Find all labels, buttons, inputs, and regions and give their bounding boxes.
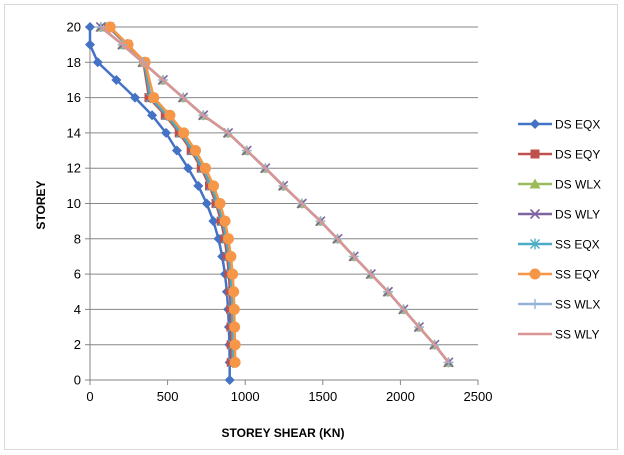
series-line: [100, 26, 450, 364]
data-point: [199, 162, 211, 174]
series-line: [107, 26, 233, 363]
series-ss-wlx: [95, 22, 454, 368]
data-point: [92, 57, 103, 68]
data-point: [85, 39, 95, 50]
legend-label: SS EQY: [555, 268, 600, 282]
legend-item: DS WLX: [518, 178, 601, 192]
series-ds-wlx: [95, 21, 455, 367]
data-point: [228, 303, 240, 315]
y-tick-label: 16: [67, 90, 81, 105]
legend-marker: [530, 149, 540, 159]
legend-label: DS EQY: [555, 148, 600, 162]
data-point: [224, 375, 235, 385]
x-tick-label: 1000: [231, 389, 260, 404]
data-point: [227, 268, 239, 280]
series-ss-wly: [100, 26, 450, 364]
y-tick-label: 20: [67, 20, 81, 35]
data-point: [219, 215, 231, 227]
legend-marker: [530, 119, 540, 129]
data-point: [228, 286, 240, 298]
data-point: [229, 356, 241, 368]
legend: DS EQX DS EQY DS WLX DS WLY SS EQX SS EQY SS W…: [518, 118, 601, 342]
y-tick-label: 0: [74, 373, 81, 388]
data-point: [111, 74, 122, 85]
x-tick-label: 500: [157, 389, 179, 404]
data-point: [95, 22, 106, 32]
series-line: [100, 26, 450, 364]
legend-marker: [529, 268, 541, 280]
series-line: [109, 26, 237, 363]
chart-frame: [4, 4, 618, 450]
data-point: [171, 145, 182, 156]
series-line: [100, 26, 450, 364]
x-tick-label: 0: [86, 389, 93, 404]
series-ds-wly: [95, 21, 454, 368]
legend-label: SS WLY: [555, 328, 599, 342]
legend-item: SS EQX: [518, 238, 600, 252]
legend-label: SS WLX: [555, 298, 600, 312]
legend-marker: [529, 208, 541, 220]
data-point: [229, 321, 241, 333]
data-point: [183, 163, 194, 174]
legend-label: DS WLX: [555, 178, 601, 192]
data-point: [164, 109, 176, 121]
data-point: [147, 110, 158, 121]
data-point: [214, 198, 226, 209]
data-point: [148, 92, 160, 104]
series-ss-eqy: [104, 21, 241, 368]
data-point: [208, 216, 219, 227]
legend-item: SS EQY: [518, 268, 600, 282]
data-point: [190, 145, 202, 157]
legend-marker: [529, 178, 541, 189]
series-layer: [85, 21, 455, 385]
data-point: [193, 180, 204, 191]
data-point: [178, 127, 190, 139]
data-point: [104, 21, 116, 33]
legend-item: SS WLY: [518, 328, 599, 342]
data-point: [222, 233, 234, 245]
y-tick-label: 8: [74, 231, 81, 246]
y-tick-label: 4: [74, 302, 81, 317]
gridlines: [90, 26, 478, 346]
y-tick-label: 18: [67, 55, 81, 70]
data-point: [85, 22, 95, 32]
y-tick-label: 10: [67, 196, 81, 211]
data-point: [225, 250, 237, 262]
y-tick-label: 12: [67, 161, 81, 176]
x-axis-title: STOREY SHEAR (KN): [222, 426, 345, 440]
legend-label: DS WLY: [555, 208, 600, 222]
legend-item: DS WLY: [518, 208, 600, 222]
data-point: [201, 198, 212, 209]
y-tick-label: 14: [67, 125, 81, 140]
legend-label: SS EQX: [555, 238, 600, 252]
series-line: [108, 26, 235, 363]
legend-label: DS EQX: [555, 118, 600, 132]
x-tick-label: 2000: [386, 389, 415, 404]
x-tick-label: 1500: [308, 389, 337, 404]
data-point: [208, 180, 220, 192]
legend-item: SS WLX: [518, 298, 600, 312]
legend-item: DS EQY: [518, 148, 600, 162]
data-point: [229, 339, 241, 351]
x-tick-label: 2500: [464, 389, 493, 404]
y-tick-label: 6: [74, 267, 81, 282]
data-point: [161, 127, 172, 138]
y-tick-label: 2: [74, 337, 81, 352]
legend-marker: [530, 299, 540, 309]
data-point: [130, 92, 141, 103]
legend-item: DS EQX: [518, 118, 600, 132]
legend-marker: [530, 238, 540, 250]
tick-labels: 0 2 4 6 8 10 12 14 16 18 20 0 500 1000 1500 2000 2500: [67, 20, 493, 405]
y-axis-title: STOREY: [34, 180, 48, 229]
series-line: [100, 26, 450, 364]
